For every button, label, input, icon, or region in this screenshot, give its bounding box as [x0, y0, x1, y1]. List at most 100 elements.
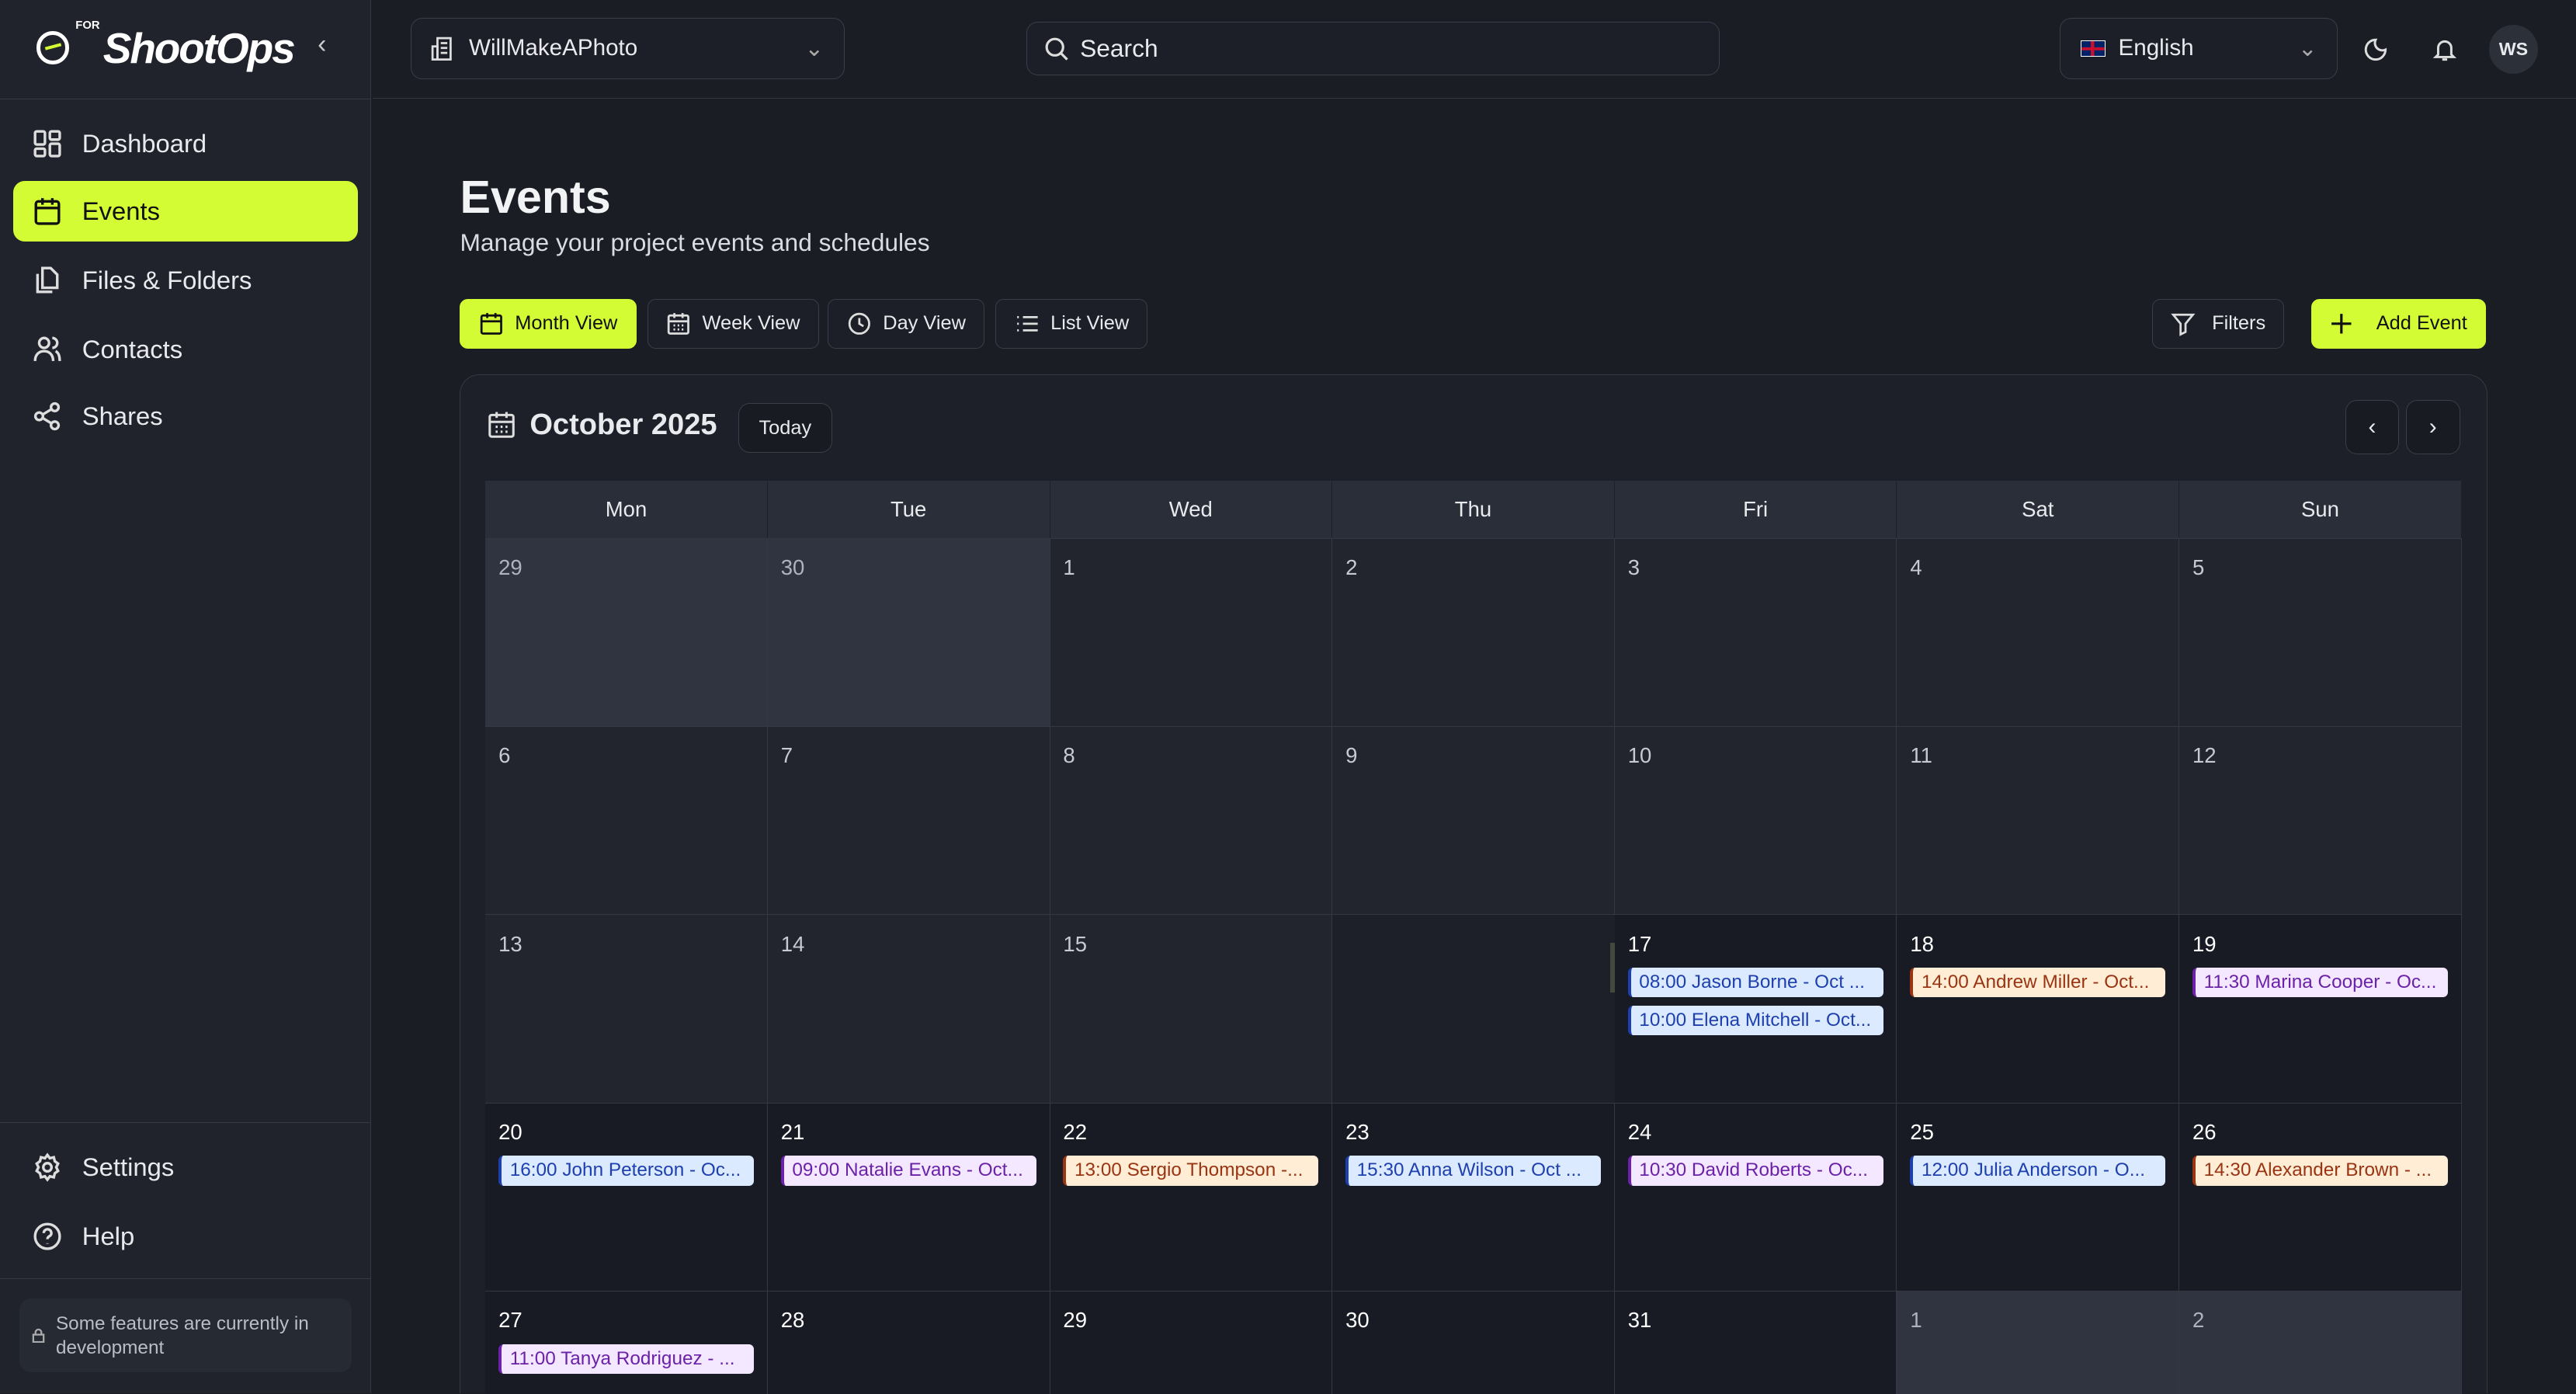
day-number: 9 — [1345, 743, 1358, 768]
day-cell[interactable]: 25 12:00 Julia Anderson - O... — [1897, 1103, 2180, 1291]
chevron-right-icon: › — [2428, 414, 2437, 440]
day-number: 27 — [498, 1308, 522, 1333]
weekday-thu: Thu — [1332, 480, 1615, 538]
week-row: 20 16:00 John Peterson - Oc... 21 09:00 Nat… — [485, 1102, 2462, 1291]
language-select[interactable]: English ⌄ — [2060, 18, 2338, 79]
event-chip[interactable]: 11:00 Tanya Rodriguez - ... — [498, 1344, 754, 1374]
sidebar-item-dashboard[interactable]: Dashboard — [13, 113, 358, 174]
day-number: 25 — [1910, 1119, 1934, 1144]
day-cell[interactable]: 4 — [1897, 538, 2180, 727]
day-cell[interactable]: 20 16:00 John Peterson - Oc... — [485, 1103, 768, 1291]
today-button[interactable]: Today — [738, 403, 832, 453]
day-cell[interactable]: 3 — [1614, 538, 1897, 727]
event-chip[interactable]: 14:30 Alexander Brown - ... — [2192, 1156, 2448, 1186]
sidebar-item-shares[interactable]: Shares — [13, 386, 358, 447]
event-chip[interactable]: 13:00 Sergio Thompson -... — [1063, 1156, 1319, 1186]
day-cell[interactable]: 15 — [1050, 915, 1333, 1103]
sidebar-item-events[interactable]: Events — [12, 180, 359, 242]
event-chip[interactable]: 11:30 Marina Cooper - Oc... — [2192, 968, 2448, 998]
day-number: 29 — [498, 555, 522, 580]
day-cell[interactable]: 29 — [1050, 1291, 1333, 1394]
day-cell[interactable]: 14 — [767, 915, 1050, 1103]
previous-month-button[interactable]: ‹ — [2345, 400, 2400, 454]
sidebar-item-help[interactable]: Help — [13, 1206, 358, 1267]
month-view-button[interactable]: Month View — [460, 299, 637, 349]
day-number: 14 — [780, 931, 805, 956]
event-chip[interactable]: 10:00 Elena Mitchell - Oct... — [1627, 1005, 1883, 1035]
day-number: 3 — [1627, 555, 1640, 580]
day-number: 4 — [1910, 555, 1922, 580]
weekday-sun: Sun — [2179, 480, 2462, 538]
sidebar-item-settings[interactable]: Settings — [13, 1137, 358, 1198]
notifications-button[interactable] — [2425, 30, 2464, 69]
avatar[interactable]: WS — [2488, 24, 2539, 75]
next-month-button[interactable]: › — [2405, 400, 2460, 454]
day-cell[interactable]: 2 — [1332, 538, 1615, 727]
day-cell[interactable]: 19 11:30 Marina Cooper - Oc... — [2179, 915, 2462, 1103]
day-cell[interactable]: 18 14:00 Andrew Miller - Oct... — [1897, 915, 2180, 1103]
day-cell[interactable]: 11 — [1897, 727, 2180, 915]
logo[interactable]: FOR ShootOps — [36, 19, 296, 73]
page-subtitle: Manage your project events and schedules — [460, 228, 930, 257]
day-cell[interactable]: 24 10:30 David Roberts - Oc... — [1614, 1103, 1897, 1291]
list-view-button[interactable]: List View — [995, 299, 1148, 349]
moon-icon — [2364, 38, 2387, 61]
sidebar: FOR ShootOps ‹ Dashboard Events Files & F… — [0, 0, 372, 1394]
theme-toggle-button[interactable] — [2356, 30, 2395, 69]
filters-button[interactable]: Filters — [2151, 299, 2285, 349]
day-cell[interactable]: 9 — [1332, 727, 1615, 915]
event-chip[interactable]: 14:00 Andrew Miller - Oct... — [1910, 968, 2166, 998]
day-cell[interactable]: 29 — [485, 538, 768, 727]
day-cell[interactable]: 1 — [1897, 1291, 2180, 1394]
project-select[interactable]: WillMakeAPhoto ⌄ — [410, 18, 845, 79]
day-cell[interactable]: 23 15:30 Anna Wilson - Oct ... — [1332, 1103, 1615, 1291]
day-cell[interactable]: 1 — [1050, 538, 1333, 727]
day-number: 6 — [498, 743, 511, 768]
week-row: 27 11:00 Tanya Rodriguez - ... 28 29 30 31 1 2 — [485, 1291, 2462, 1394]
month-grid: Mon Tue Wed Thu Fri Sat Sun 29 30 1 2 3 4 5 6 7 8 9 10 11 1… — [485, 480, 2462, 1394]
day-cell[interactable]: 27 11:00 Tanya Rodriguez - ... — [485, 1291, 768, 1394]
event-chip[interactable]: 09:00 Natalie Evans - Oct... — [780, 1156, 1036, 1186]
search-icon — [1045, 37, 1068, 61]
day-cell[interactable]: 6 — [485, 727, 768, 915]
day-number: 5 — [2192, 555, 2205, 580]
day-cell[interactable]: 13 — [485, 915, 768, 1103]
day-number: 1 — [1910, 1308, 1922, 1333]
week-view-button[interactable]: Week View — [647, 299, 819, 349]
event-chip[interactable]: 15:30 Anna Wilson - Oct ... — [1345, 1156, 1601, 1186]
search-input[interactable] — [1080, 33, 1703, 63]
day-cell[interactable]: 2 — [2179, 1291, 2462, 1394]
day-cell[interactable]: 26 14:30 Alexander Brown - ... — [2179, 1103, 2462, 1291]
day-cell[interactable]: 22 13:00 Sergio Thompson -... — [1050, 1103, 1333, 1291]
collapse-sidebar-button[interactable]: ‹ — [318, 30, 327, 60]
sidebar-item-contacts[interactable]: Contacts — [13, 319, 358, 380]
help-icon — [33, 1222, 61, 1250]
list-icon — [1016, 315, 1038, 332]
day-cell[interactable]: 17 08:00 Jason Borne - Oct ... 10:00 Elena… — [1614, 915, 1897, 1103]
filter-icon — [2171, 313, 2196, 336]
clock-icon — [848, 312, 870, 335]
day-cell[interactable]: 8 — [1050, 727, 1333, 915]
day-view-button[interactable]: Day View — [828, 299, 985, 349]
day-cell[interactable]: 12 — [2179, 727, 2462, 915]
weekday-mon: Mon — [485, 480, 768, 538]
event-chip[interactable]: 12:00 Julia Anderson - O... — [1910, 1156, 2166, 1186]
day-cell[interactable]: 21 09:00 Natalie Evans - Oct... — [767, 1103, 1050, 1291]
day-number: 21 — [780, 1119, 805, 1144]
event-chip[interactable]: 08:00 Jason Borne - Oct ... — [1627, 968, 1883, 998]
day-cell[interactable]: 7 — [767, 727, 1050, 915]
calendar-icon — [488, 412, 516, 438]
day-cell[interactable]: 28 — [767, 1291, 1050, 1394]
day-cell[interactable]: 5 — [2179, 538, 2462, 727]
day-cell[interactable]: 30 — [1332, 1291, 1615, 1394]
day-cell[interactable]: 30 — [767, 538, 1050, 727]
day-cell[interactable]: 31 — [1614, 1291, 1897, 1394]
day-number: 18 — [1910, 931, 1934, 956]
weekday-header: Mon Tue Wed Thu Fri Sat Sun — [485, 480, 2462, 538]
day-cell[interactable]: 10 — [1614, 727, 1897, 915]
event-chip[interactable]: 16:00 John Peterson - Oc... — [498, 1156, 754, 1186]
add-event-button[interactable]: Add Event — [2311, 299, 2487, 349]
event-chip[interactable]: 10:30 David Roberts - Oc... — [1627, 1156, 1883, 1186]
sidebar-item-files[interactable]: Files & Folders — [13, 250, 358, 311]
uk-flag-icon — [2080, 40, 2106, 57]
